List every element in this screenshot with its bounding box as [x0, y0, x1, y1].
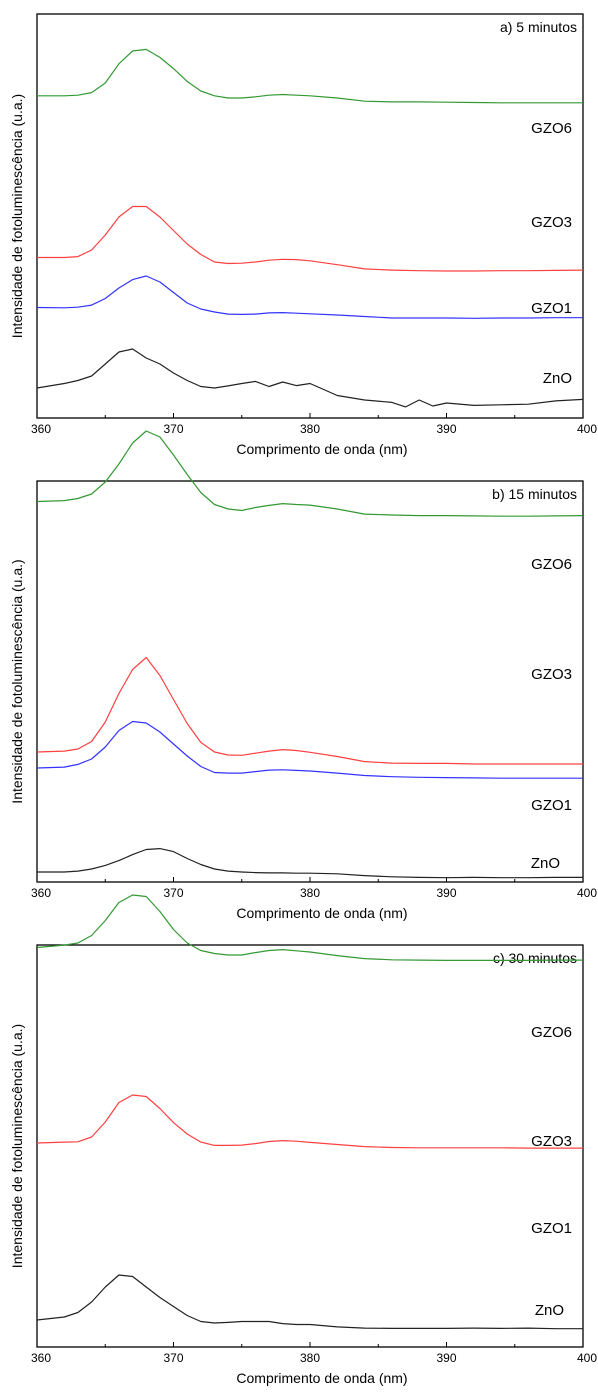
panel-3: 360 370 380 390 400 Comprimento de onda (nm) I… — [9, 720, 597, 1386]
series-line-gzo3 — [36, 430, 584, 517]
x-tick-label: 390 — [436, 1351, 456, 1365]
series-line-gzo3 — [37, 48, 583, 104]
x-tick-label: 380 — [300, 422, 320, 436]
series-line-gzo6 — [36, 720, 583, 779]
panel-title: b) 15 minutos — [492, 486, 577, 502]
series-line-gzo1 — [36, 656, 583, 765]
series-line-gzo1 — [37, 205, 584, 272]
series-line-gzo1 — [36, 1094, 583, 1149]
x-tick-label: 390 — [436, 422, 456, 436]
y-axis-label: Intensidade de fotoluminescência (u.a.) — [9, 1024, 25, 1268]
x-tick-label: 390 — [436, 886, 456, 900]
series-line-zno — [36, 1274, 583, 1330]
x-tick-label: 360 — [31, 422, 51, 436]
x-tick-label: 380 — [300, 1351, 320, 1365]
panel-2: 360 370 380 390 400 Comprimento de onda (nm) I… — [9, 275, 597, 921]
x-axis-label: Comprimento de onda (nm) — [236, 905, 407, 921]
panel-title: c) 30 minutos — [493, 950, 577, 966]
panel-title: a) 5 minutos — [500, 19, 577, 35]
panel-1: 360 370 380 390 400 Comprimento de onda (nm) I… — [9, 13, 597, 457]
x-tick-label: 370 — [163, 422, 183, 436]
y-axis-label: Intensidade de fotoluminescência (u.a.) — [9, 94, 25, 338]
x-tick-label: 380 — [300, 886, 320, 900]
series-label-zno: ZnO — [535, 1302, 564, 1319]
x-tick-label: 400 — [577, 886, 597, 900]
x-tick-label: 400 — [577, 1351, 597, 1365]
series-line-gzo6 — [36, 275, 583, 319]
series-label-gzo6: GZO6 — [531, 120, 572, 137]
x-axis-label: Comprimento de onda (nm) — [236, 441, 407, 457]
series-label-gzo6: GZO6 — [531, 556, 572, 573]
plot-frame — [36, 944, 584, 1348]
series-label-gzo3: GZO3 — [531, 666, 572, 683]
plot-frame — [36, 13, 584, 419]
x-tick-label: 360 — [31, 886, 51, 900]
x-tick-label: 400 — [577, 422, 597, 436]
series-line-zno — [37, 847, 583, 879]
series-line-zno — [36, 348, 584, 408]
series-label-gzo6: GZO6 — [531, 1024, 572, 1041]
y-axis-label: Intensidade de fotoluminescência (u.a.) — [9, 559, 25, 803]
series-label-zno: ZnO — [531, 855, 560, 872]
series-label-gzo3: GZO3 — [531, 1133, 572, 1150]
x-tick-label: 370 — [163, 886, 183, 900]
series-label-gzo1: GZO1 — [531, 300, 572, 317]
x-axis-label: Comprimento de onda (nm) — [236, 1370, 407, 1386]
series-line-gzo3 — [36, 894, 583, 962]
series-label-zno: ZnO — [543, 370, 572, 387]
series-label-gzo3: GZO3 — [531, 214, 572, 231]
series-label-gzo1: GZO1 — [531, 797, 572, 814]
x-tick-label: 370 — [163, 1351, 183, 1365]
series-label-gzo1: GZO1 — [531, 1220, 572, 1237]
plot-frame — [36, 480, 584, 883]
x-tick-label: 360 — [31, 1351, 51, 1365]
